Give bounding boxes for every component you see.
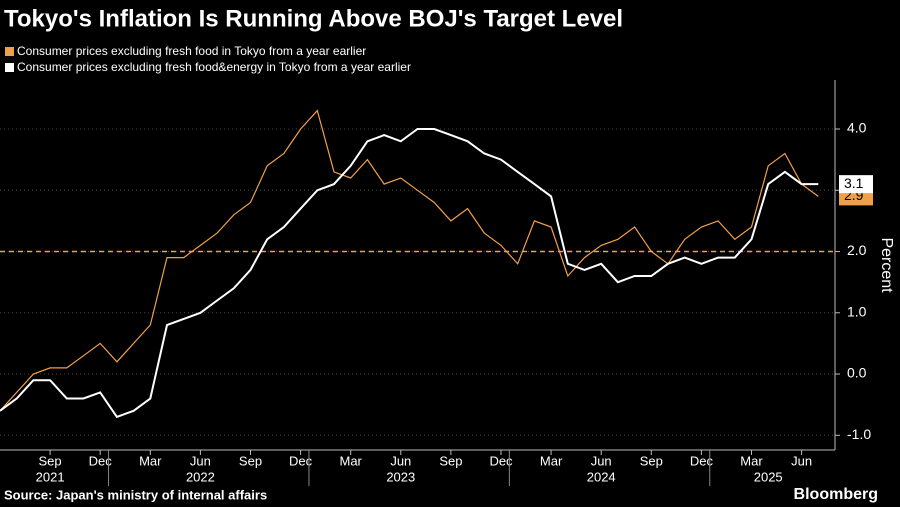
x-tick-label: Sep bbox=[439, 453, 462, 468]
chart-title: Tokyo's Inflation Is Running Above BOJ's… bbox=[4, 5, 623, 32]
series-line bbox=[0, 109, 819, 412]
x-tick-label: Sep bbox=[640, 453, 663, 468]
y-tick-label: 4.0 bbox=[847, 120, 867, 136]
y-axis-label: Percent bbox=[878, 237, 895, 293]
x-tick-label: Dec bbox=[489, 453, 513, 468]
series-line bbox=[0, 128, 819, 419]
x-tick-label: Mar bbox=[740, 453, 763, 468]
legend-entry: Consumer prices excluding fresh food&ene… bbox=[17, 60, 411, 74]
x-tick-label: Jun bbox=[190, 453, 211, 468]
x-tick-label: Dec bbox=[690, 453, 714, 468]
brand: Bloomberg bbox=[794, 486, 878, 503]
source: Source: Japan's ministry of internal aff… bbox=[4, 487, 267, 502]
legend-entry: Consumer prices excluding fresh food in … bbox=[17, 44, 366, 58]
year-label: 2024 bbox=[587, 469, 616, 484]
y-tick-label: 0.0 bbox=[847, 365, 867, 381]
year-label: 2025 bbox=[754, 469, 783, 484]
x-tick-label: Mar bbox=[540, 453, 563, 468]
year-label: 2023 bbox=[386, 469, 415, 484]
legend-swatch bbox=[5, 47, 14, 56]
x-tick-label: Jun bbox=[591, 453, 612, 468]
x-tick-label: Sep bbox=[39, 453, 62, 468]
x-tick-label: Dec bbox=[89, 453, 113, 468]
x-tick-label: Sep bbox=[239, 453, 262, 468]
x-tick-label: Jun bbox=[791, 453, 812, 468]
x-tick-label: Mar bbox=[340, 453, 363, 468]
y-tick-label: 2.0 bbox=[847, 242, 867, 258]
legend-swatch bbox=[5, 63, 14, 72]
end-label-box bbox=[839, 175, 873, 194]
x-tick-label: Mar bbox=[139, 453, 162, 468]
year-label: 2022 bbox=[186, 469, 215, 484]
x-tick-label: Jun bbox=[390, 453, 411, 468]
y-tick-label: -1.0 bbox=[847, 426, 871, 442]
year-label: 2021 bbox=[36, 469, 65, 484]
x-tick-label: Dec bbox=[289, 453, 313, 468]
end-label: 3.1 bbox=[844, 175, 864, 191]
y-tick-label: 1.0 bbox=[847, 303, 867, 319]
